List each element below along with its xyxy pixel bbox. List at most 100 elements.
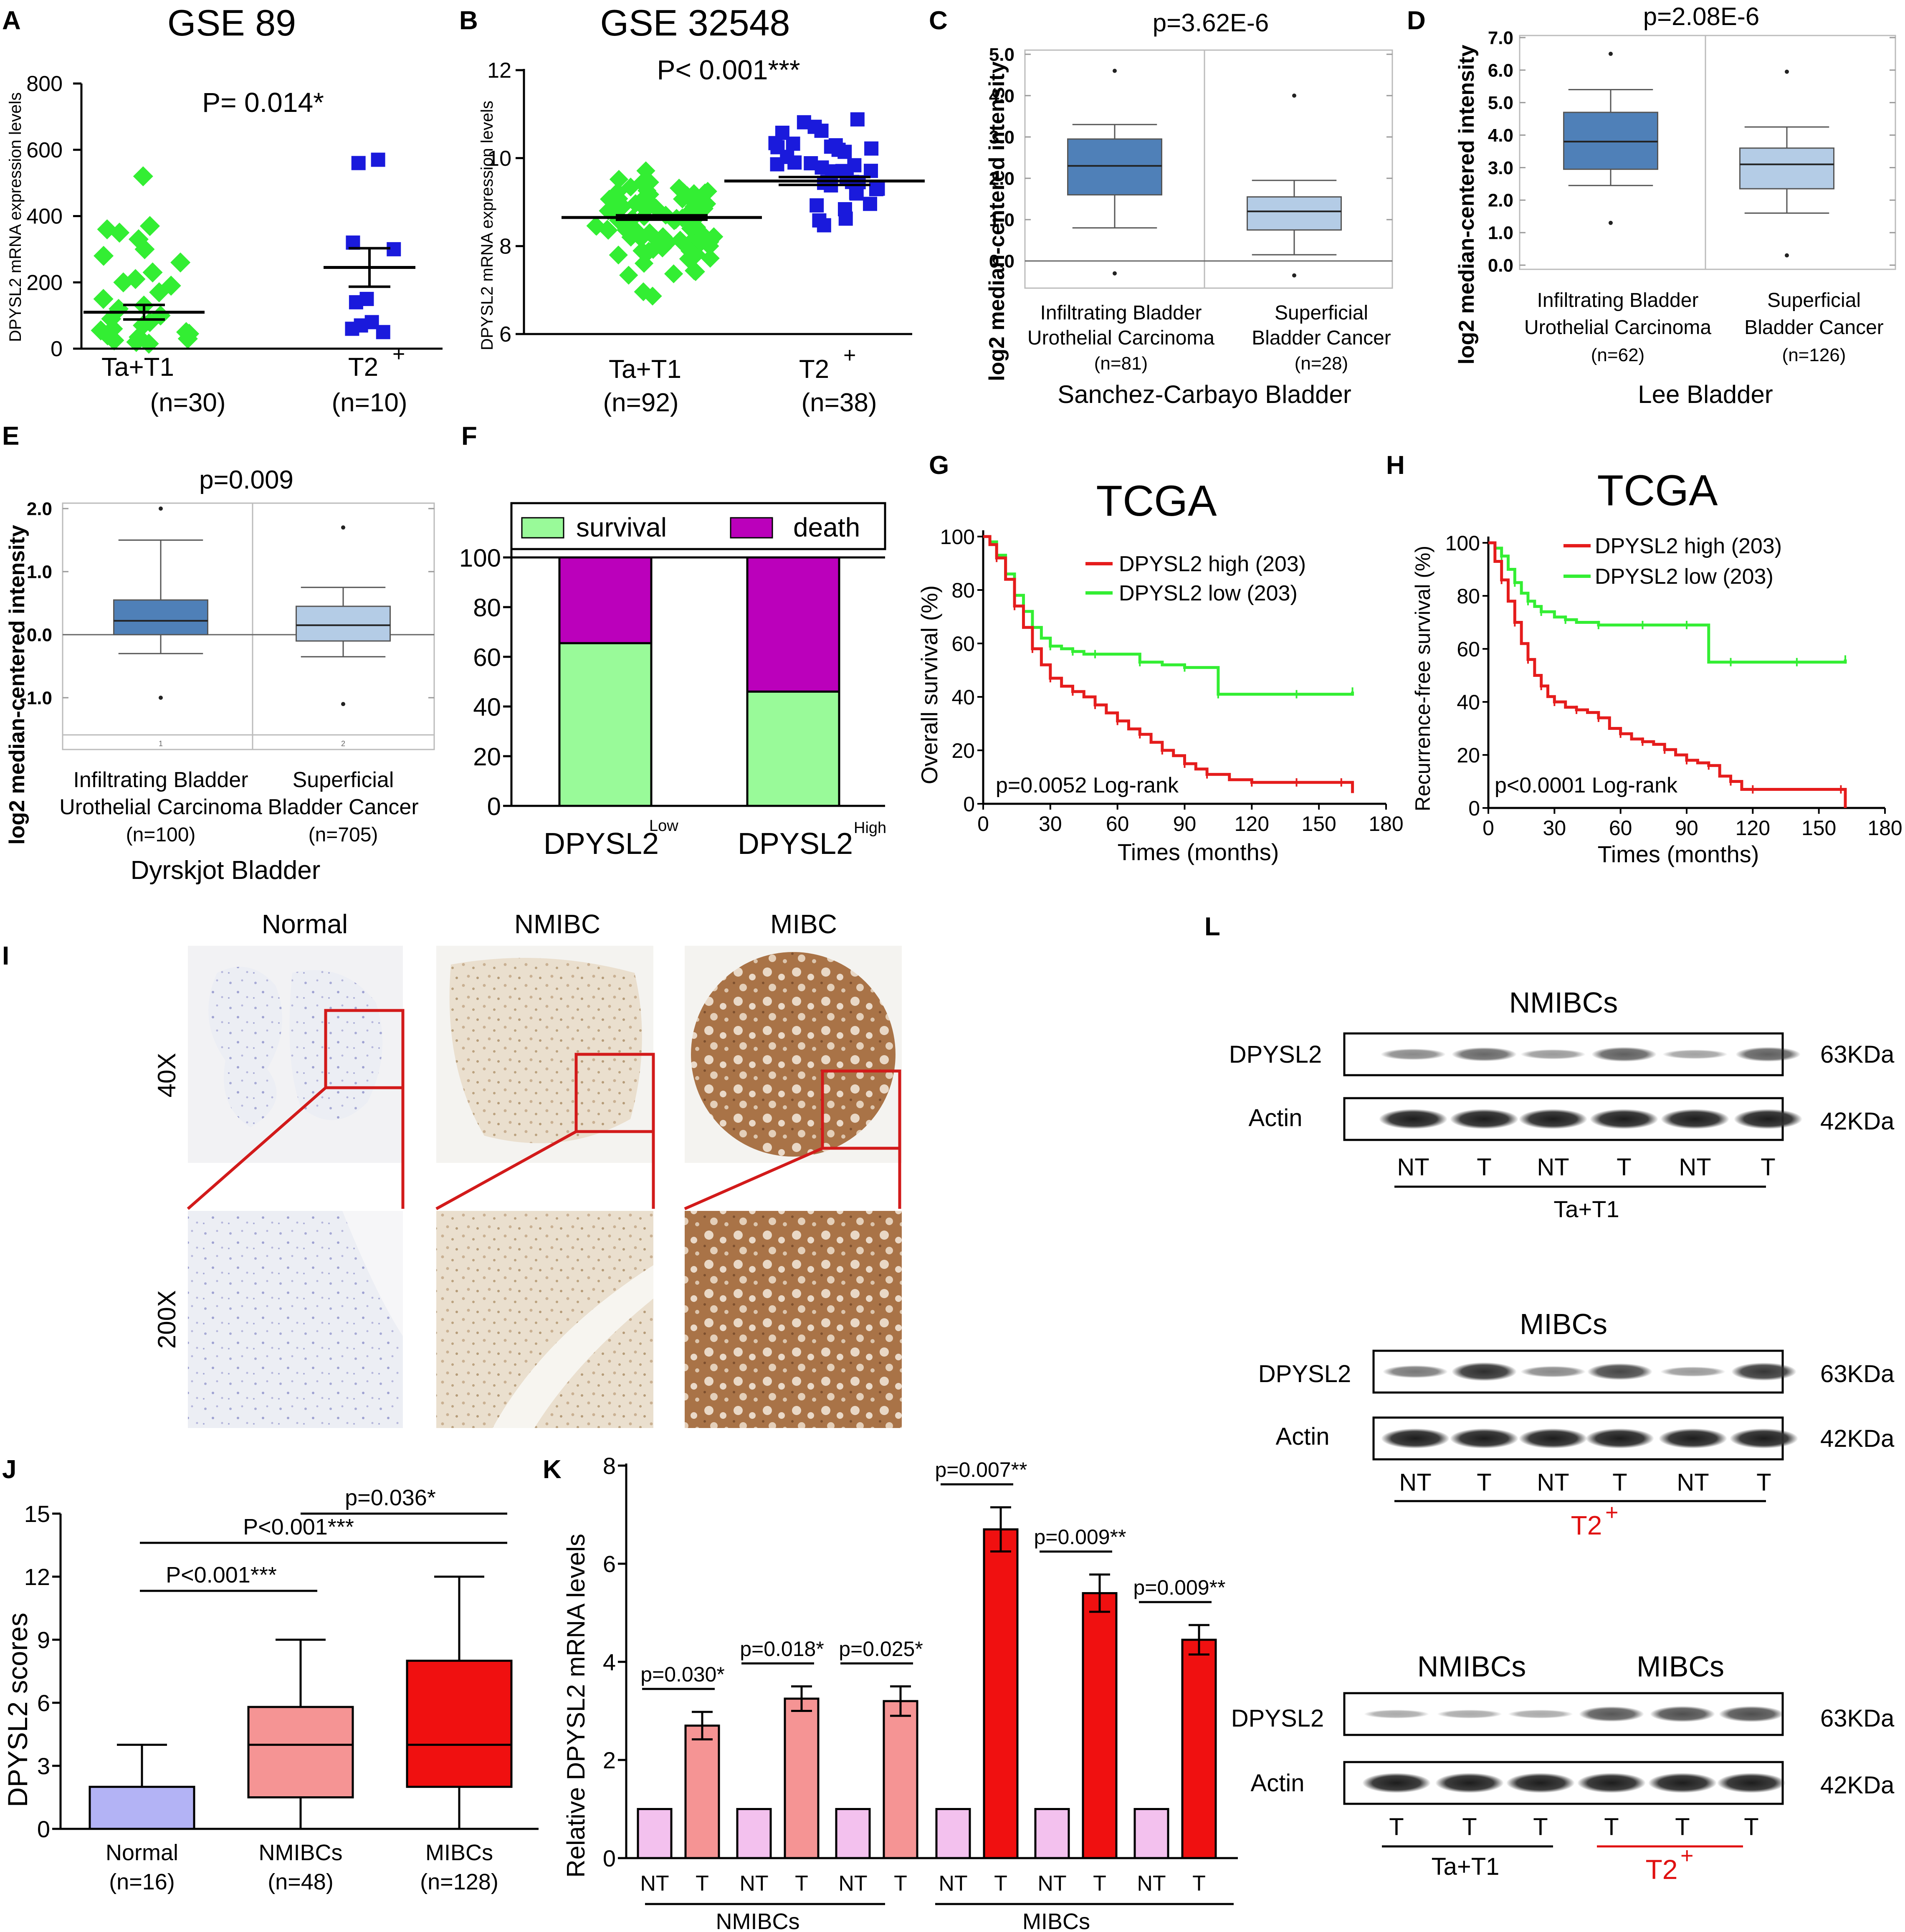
panel-h: H TCGA Recurrence-free survival (%) 0 20 4… [1386, 451, 1902, 867]
data-point [658, 233, 678, 252]
y-axis-label: log2 median-centered intensity [5, 525, 29, 845]
actin-band [1577, 1773, 1646, 1793]
category2-line2: Bladder Cancer [1252, 327, 1391, 349]
dataset-name: Sanchez-Carbayo Bladder [1057, 380, 1351, 408]
protein-band [1437, 1709, 1502, 1719]
legend-label: DPYSL2 high (203) [1119, 552, 1306, 576]
tissue-section [289, 970, 382, 1120]
lane-label: NT [1679, 1154, 1711, 1181]
outlier [1113, 271, 1117, 276]
panel-g: G TCGA Overall survival (%) 0 20 40 60 80 100… [916, 451, 1404, 865]
actin-band [1590, 1109, 1658, 1129]
y-tick-label: 0 [603, 1845, 616, 1871]
y-tick-label: 1.0 [989, 210, 1014, 230]
y-tick-label: 0 [51, 337, 63, 361]
data-point [817, 218, 831, 233]
y-tick-label: 100 [459, 544, 501, 572]
y-tick-label: 1.0 [1488, 223, 1513, 243]
protein-band [1662, 1049, 1728, 1059]
bar-tumor [983, 1528, 1019, 1859]
legend-label: survival [576, 512, 667, 542]
y-tick-label: 3.0 [989, 127, 1014, 147]
x-tick-label: NT [1137, 1871, 1166, 1896]
lane-label: T [1604, 1813, 1619, 1841]
chart-title: TCGA [1096, 477, 1217, 525]
outlier [1292, 273, 1296, 278]
actin-band [1659, 1428, 1727, 1448]
control-label: Actin [1251, 1770, 1305, 1797]
data-point [838, 211, 853, 226]
x-label-sup: High [854, 819, 886, 837]
data-point [787, 155, 802, 170]
x-tick-label: NT [838, 1871, 867, 1896]
y-axis-label: log2 median-centered intensity [985, 61, 1009, 381]
y-tick-label: 6 [603, 1551, 616, 1577]
zoom-connector [684, 1147, 823, 1210]
data-point [139, 216, 160, 236]
protein-band [1735, 1047, 1801, 1062]
box [113, 599, 208, 636]
outlier [1113, 68, 1117, 73]
dataset-name: Dyrskjot Bladder [131, 856, 321, 885]
data-point [863, 197, 877, 211]
outlier [341, 702, 345, 706]
y-tick-label: 40 [951, 686, 975, 709]
protein-band [1587, 1363, 1652, 1380]
index-label: 1 [159, 739, 163, 748]
bar-nontumor [736, 1808, 772, 1859]
x-tick-label: 150 [1301, 812, 1336, 836]
x-tick-label: 90 [1173, 812, 1197, 836]
protein-band [1508, 1709, 1573, 1719]
lane-label: T [1477, 1154, 1491, 1181]
plot-frame [1024, 49, 1393, 289]
data-point [634, 254, 654, 273]
group-label: T2 [1645, 1854, 1677, 1885]
box [247, 1706, 354, 1798]
x-label-sup: Low [649, 817, 678, 835]
kda-label: 42KDa [1820, 1772, 1895, 1799]
category1-line2: Urothelial Carcinoma [59, 795, 262, 819]
legend-label: DPYSL2 low (203) [1595, 565, 1773, 589]
axes [73, 82, 443, 350]
box-plots: 0.0 1.0 2.0 3.0 4.0 5.0 6.0 7.0 [1488, 28, 1895, 276]
data-point [643, 286, 662, 306]
x-tick-label: 180 [1369, 812, 1403, 836]
kda-label: 63KDa [1820, 1360, 1895, 1388]
bar-death [746, 556, 840, 693]
actin-band [1717, 1773, 1786, 1793]
y-tick-label: 10 [487, 147, 511, 171]
category1-n: (n=81) [1094, 353, 1148, 374]
panel-j: J DPYSL2 scores 0 3 6 9 12 15 P<0.001*** P<0.… [2, 1455, 539, 1894]
data-point [104, 330, 124, 351]
control-label: Actin [1249, 1104, 1303, 1132]
data-point [701, 248, 720, 268]
y-tick-label: -1.0 [20, 688, 52, 708]
x-tick-label: NT [640, 1871, 669, 1896]
x-tick-label: 60 [1106, 812, 1129, 836]
data-point [126, 332, 147, 352]
bar-nontumor [935, 1808, 971, 1859]
box [406, 1659, 513, 1788]
lane-label: T [1761, 1154, 1775, 1181]
tissue-section [208, 967, 282, 1127]
y-tick-label: 5.0 [989, 44, 1014, 65]
outlier [1292, 94, 1296, 98]
column-label: Normal [262, 909, 348, 939]
y-tick-label: 4 [603, 1649, 616, 1675]
category1-n: (n=100) [126, 824, 196, 846]
x-tick-label: T [1093, 1871, 1106, 1896]
group2-n: (n=10) [332, 388, 407, 417]
row-label: 40X [153, 1053, 181, 1098]
x-tick-label: 120 [1735, 816, 1770, 840]
y-tick-label: 100 [1445, 532, 1480, 555]
data-point [345, 322, 359, 336]
y-tick-label: 40 [1457, 691, 1480, 714]
y-axis-label: DPYSL2 mRNA expression levels [6, 92, 25, 342]
y-tick-label: 3 [37, 1753, 50, 1779]
data-point [786, 137, 800, 151]
protein-band [1650, 1706, 1715, 1722]
x-tick-label: T [894, 1871, 907, 1896]
actin-band [1506, 1773, 1575, 1793]
kda-label: 63KDa [1820, 1705, 1895, 1732]
legend-swatch-death [730, 517, 773, 539]
